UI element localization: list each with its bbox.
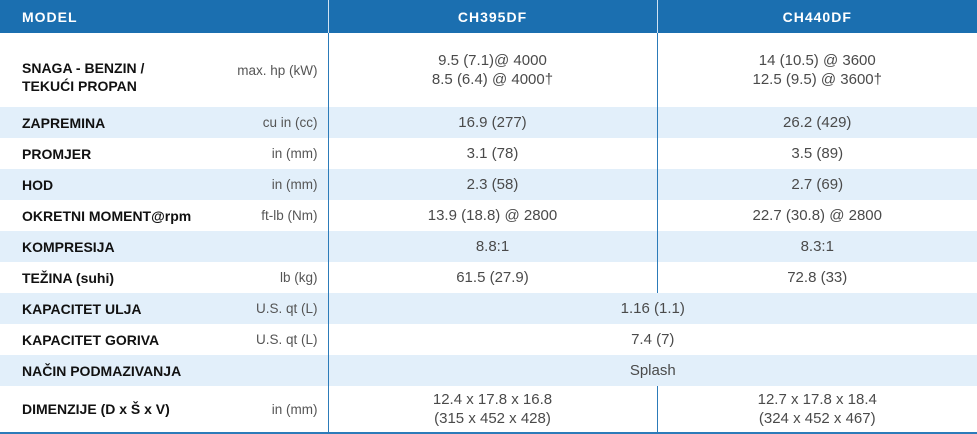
text-line: TEŽINA (suhi) [22,269,210,287]
text-line: 13.9 (18.8) @ 2800 [329,206,657,225]
value-cell: 8.3:1 [657,231,977,262]
row-unit [210,231,328,262]
text-line: KAPACITET ULJA [22,300,210,318]
row-label: ZAPREMINA [0,107,210,138]
spec-row: NAČIN PODMAZIVANJA Splash [0,355,977,386]
text-line: Splash [329,361,977,380]
text-line: 72.8 (33) [658,268,977,287]
row-unit: in (mm) [210,169,328,200]
text-line: 8.3:1 [658,237,977,256]
text-line: 3.1 (78) [329,144,657,163]
text-line: 1.16 (1.1) [329,299,977,318]
header-row: MODEL CH395DF CH440DF [0,0,977,33]
row-unit: max. hp (kW) [210,33,328,107]
text-line: 8.8:1 [329,237,657,256]
column-header: CH395DF [328,0,657,33]
value-cell: 12.7 x 17.8 x 18.4(324 x 452 x 467) [657,386,977,433]
row-label: PROMJER [0,138,210,169]
text-line: OKRETNI MOMENT@rpm [22,207,210,225]
text-line: KAPACITET GORIVA [22,331,210,349]
row-unit: U.S. qt (L) [210,324,328,355]
row-unit: lb (kg) [210,262,328,293]
text-line: KOMPRESIJA [22,238,210,256]
text-line: 14 (10.5) @ 3600 [658,51,977,70]
row-unit [210,355,328,386]
text-line: TEKUĆI PROPAN [22,77,210,95]
text-line: (315 x 452 x 428) [329,409,657,428]
value-cell: 1.16 (1.1) [328,293,977,324]
value-cell: 2.7 (69) [657,169,977,200]
text-line: NAČIN PODMAZIVANJA [22,362,210,380]
row-label: DIMENZIJE (D x Š x V) [0,386,210,433]
value-cell: 3.1 (78) [328,138,657,169]
text-line: 9.5 (7.1)@ 4000 [329,51,657,70]
column-header: CH440DF [657,0,977,33]
text-line: 12.5 (9.5) @ 3600† [658,70,977,89]
value-cell: 12.4 x 17.8 x 16.8(315 x 452 x 428) [328,386,657,433]
row-label: HOD [0,169,210,200]
row-label: KAPACITET ULJA [0,293,210,324]
spec-row: DIMENZIJE (D x Š x V)in (mm)12.4 x 17.8 … [0,386,977,433]
text-line: 7.4 (7) [329,330,977,349]
text-line: 2.7 (69) [658,175,977,194]
text-line: 2.3 (58) [329,175,657,194]
text-line: 22.7 (30.8) @ 2800 [658,206,977,225]
value-cell: Splash [328,355,977,386]
text-line: 16.9 (277) [329,113,657,132]
value-cell: 3.5 (89) [657,138,977,169]
text-line: SNAGA - BENZIN / [22,59,210,77]
row-label: NAČIN PODMAZIVANJA [0,355,210,386]
text-line: 3.5 (89) [658,144,977,163]
spec-row: TEŽINA (suhi)lb (kg)61.5 (27.9)72.8 (33) [0,262,977,293]
row-unit: U.S. qt (L) [210,293,328,324]
value-cell: 16.9 (277) [328,107,657,138]
value-cell: 7.4 (7) [328,324,977,355]
text-line: HOD [22,176,210,194]
row-label: TEŽINA (suhi) [0,262,210,293]
row-unit: ft-lb (Nm) [210,200,328,231]
text-line: DIMENZIJE (D x Š x V) [22,400,210,418]
row-label: KAPACITET GORIVA [0,324,210,355]
value-cell: 26.2 (429) [657,107,977,138]
value-cell: 72.8 (33) [657,262,977,293]
text-line: 8.5 (6.4) @ 4000† [329,70,657,89]
text-line: ZAPREMINA [22,114,210,132]
row-unit: cu in (cc) [210,107,328,138]
text-line: 61.5 (27.9) [329,268,657,287]
value-cell: 61.5 (27.9) [328,262,657,293]
row-unit: in (mm) [210,386,328,433]
text-line: 12.7 x 17.8 x 18.4 [658,390,977,409]
text-line: 12.4 x 17.8 x 16.8 [329,390,657,409]
model-header: MODEL [0,0,328,33]
value-cell: 13.9 (18.8) @ 2800 [328,200,657,231]
text-line: PROMJER [22,145,210,163]
row-label: KOMPRESIJA [0,231,210,262]
value-cell: 8.8:1 [328,231,657,262]
row-label: SNAGA - BENZIN /TEKUĆI PROPAN [0,33,210,107]
value-cell: 2.3 (58) [328,169,657,200]
row-label: OKRETNI MOMENT@rpm [0,200,210,231]
value-cell: 22.7 (30.8) @ 2800 [657,200,977,231]
row-unit: in (mm) [210,138,328,169]
text-line: 26.2 (429) [658,113,977,132]
text-line: (324 x 452 x 467) [658,409,977,428]
